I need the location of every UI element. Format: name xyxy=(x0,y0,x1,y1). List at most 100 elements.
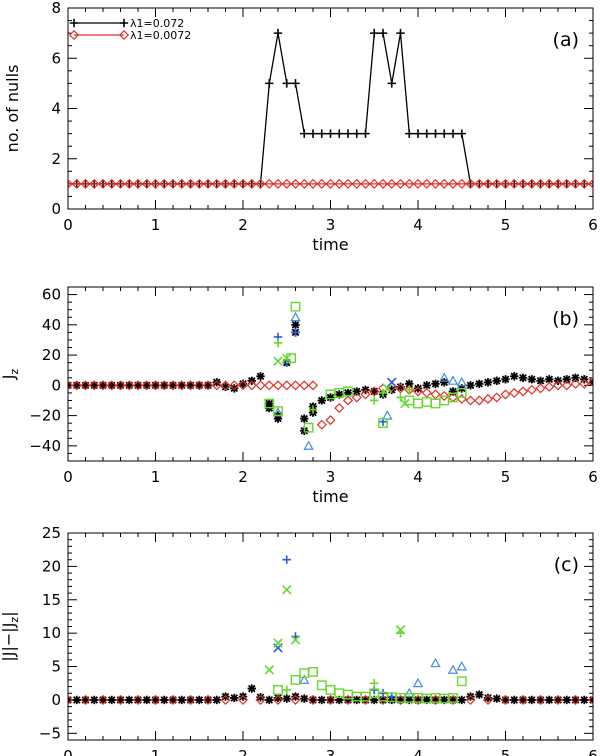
data-point xyxy=(150,694,161,705)
data-point xyxy=(545,375,554,384)
data-point xyxy=(422,695,431,705)
data-point xyxy=(303,440,314,450)
data-point xyxy=(150,178,161,189)
series-5 xyxy=(264,301,467,433)
data-point xyxy=(343,129,353,138)
data-point xyxy=(237,178,249,189)
data-point xyxy=(553,695,563,705)
data-point xyxy=(552,380,564,391)
y-tick-label: 5 xyxy=(51,658,61,676)
data-point xyxy=(220,178,231,189)
series-2 xyxy=(273,328,388,426)
data-point xyxy=(456,393,467,405)
data-point xyxy=(290,380,301,391)
data-point xyxy=(440,378,449,387)
data-point xyxy=(382,410,393,420)
x-tick-label: 4 xyxy=(413,747,423,756)
x-tick-label: 0 xyxy=(63,747,73,756)
data-point xyxy=(571,695,580,705)
data-point xyxy=(237,694,249,705)
data-point xyxy=(212,378,221,387)
data-point xyxy=(160,381,169,390)
data-point xyxy=(116,695,125,705)
data-point xyxy=(570,178,581,189)
data-point xyxy=(510,372,519,381)
data-point xyxy=(447,664,459,674)
data-point xyxy=(536,376,545,386)
data-point xyxy=(421,387,432,398)
data-point xyxy=(562,695,571,705)
plot-frame xyxy=(67,532,594,741)
x-tick-label: 3 xyxy=(326,747,336,756)
data-point xyxy=(413,695,423,705)
series-7 xyxy=(282,628,405,695)
y-tick-label: −20 xyxy=(29,407,61,425)
data-point xyxy=(97,178,109,189)
data-point xyxy=(291,79,300,88)
panel-label: (b) xyxy=(552,308,579,330)
data-point xyxy=(395,178,406,189)
data-point xyxy=(290,311,301,322)
data-point xyxy=(482,178,494,189)
data-point xyxy=(561,178,572,189)
data-point xyxy=(352,129,361,138)
data-point xyxy=(68,695,73,705)
data-point xyxy=(203,695,213,705)
data-point xyxy=(115,178,126,189)
data-point xyxy=(430,657,441,668)
series-4 xyxy=(386,377,397,388)
data-point xyxy=(72,695,81,705)
data-point xyxy=(439,372,450,382)
data-point xyxy=(580,695,589,705)
data-point xyxy=(98,695,108,705)
plot-area xyxy=(68,555,593,705)
data-point xyxy=(281,380,292,391)
data-point xyxy=(448,129,458,138)
data-point xyxy=(335,390,344,399)
data-point xyxy=(400,398,410,409)
data-point xyxy=(290,635,301,645)
data-point xyxy=(491,392,502,403)
data-point xyxy=(300,694,309,703)
data-point xyxy=(291,692,300,701)
data-point xyxy=(273,406,283,416)
data-point xyxy=(308,129,318,138)
data-point xyxy=(466,381,475,390)
data-point xyxy=(378,695,388,705)
data-point xyxy=(299,674,310,684)
data-point xyxy=(246,178,257,189)
data-point xyxy=(431,129,440,138)
data-point xyxy=(334,178,345,189)
data-point xyxy=(221,692,230,701)
data-point xyxy=(308,666,318,677)
data-point xyxy=(247,684,256,693)
data-point xyxy=(230,693,239,703)
data-point xyxy=(465,178,476,189)
y-tick-label: −5 xyxy=(39,724,61,742)
data-point xyxy=(501,695,510,705)
data-point xyxy=(256,372,265,381)
x-tick-label: 5 xyxy=(501,468,511,486)
data-point xyxy=(273,685,283,695)
data-point xyxy=(281,178,292,189)
legend-label: λ1=0.072 xyxy=(130,17,184,30)
data-point xyxy=(342,178,354,189)
legend-marker xyxy=(68,29,80,41)
data-point xyxy=(89,178,100,189)
y-axis-title-subscript: z xyxy=(8,369,21,375)
data-point xyxy=(168,381,178,390)
data-point xyxy=(151,381,160,390)
x-axis-title: time xyxy=(312,487,348,506)
data-point xyxy=(264,398,275,409)
data-point xyxy=(457,129,466,138)
data-point xyxy=(404,384,415,395)
data-point xyxy=(579,378,590,389)
data-point xyxy=(431,695,440,705)
data-point xyxy=(352,387,361,396)
data-point xyxy=(282,555,291,564)
data-point xyxy=(501,375,510,384)
data-point xyxy=(448,693,458,703)
data-point xyxy=(299,178,310,189)
data-point xyxy=(360,389,371,400)
